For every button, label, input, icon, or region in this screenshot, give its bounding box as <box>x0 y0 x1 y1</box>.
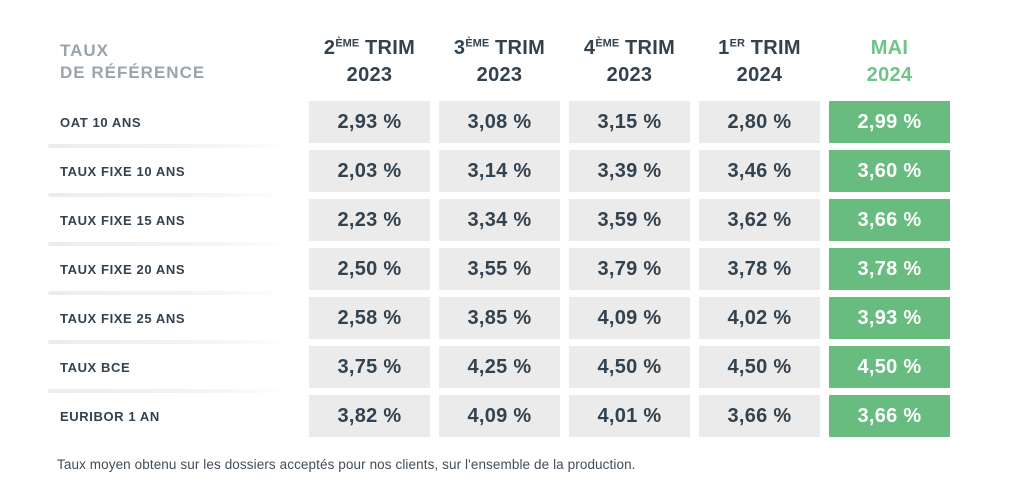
value-cell: 3,93 % <box>829 297 950 339</box>
value-cell: 3,79 % <box>569 248 690 290</box>
row-label: OAT 10 ANS <box>60 114 142 130</box>
value-cell: 3,46 % <box>699 150 820 192</box>
value-cell: 4,01 % <box>569 395 690 437</box>
row-label: TAUX FIXE 15 ANS <box>48 193 300 241</box>
column-header-line1: 1ER TRIM <box>718 37 801 59</box>
column-header-line1: MAI <box>870 37 909 59</box>
value-cell: 4,25 % <box>439 346 560 388</box>
value-cell: 2,93 % <box>309 101 430 143</box>
value-cell: 2,58 % <box>309 297 430 339</box>
row-label: EURIBOR 1 AN <box>48 389 300 437</box>
value-cell: 3,82 % <box>309 395 430 437</box>
row-label: TAUX FIXE 20 ANS <box>48 242 300 290</box>
value-cell: 3,66 % <box>699 395 820 437</box>
value-cell: 4,02 % <box>699 297 820 339</box>
value-cell: 3,14 % <box>439 150 560 192</box>
value-cell: 4,50 % <box>699 346 820 388</box>
value-cell: 2,50 % <box>309 248 430 290</box>
value-cell: 3,78 % <box>829 248 950 290</box>
table-title: TAUX DE RÉFÉRENCE <box>48 30 300 94</box>
column-header-42023: 4ÈME TRIM 2023 <box>569 30 690 94</box>
column-header-line1: 3ÈME TRIM <box>453 37 546 59</box>
value-cell: 3,78 % <box>699 248 820 290</box>
rates-table: TAUX DE RÉFÉRENCE 2ÈME TRIM 2023 3ÈME TRIM… <box>48 30 950 437</box>
value-cell: 3,39 % <box>569 150 690 192</box>
column-header-12024: 1ER TRIM 2024 <box>699 30 820 94</box>
value-cell: 4,09 % <box>439 395 560 437</box>
value-cell: 3,08 % <box>439 101 560 143</box>
table-title-line1: TAUX <box>60 41 110 61</box>
column-header-year: 2023 <box>606 64 653 86</box>
value-cell: 3,85 % <box>439 297 560 339</box>
value-cell: 2,99 % <box>829 101 950 143</box>
column-header-32023: 3ÈME TRIM 2023 <box>439 30 560 94</box>
column-header-year: 2023 <box>476 64 523 86</box>
value-cell: 4,50 % <box>829 346 950 388</box>
row-label: TAUX FIXE 25 ANS <box>48 291 300 339</box>
value-cell: 3,60 % <box>829 150 950 192</box>
row-label: TAUX BCE <box>48 340 300 388</box>
value-cell: 2,03 % <box>309 150 430 192</box>
value-cell: 3,62 % <box>699 199 820 241</box>
value-cell: 3,66 % <box>829 395 950 437</box>
footnote: Taux moyen obtenu sur les dossiers accep… <box>57 457 636 472</box>
value-cell: 3,55 % <box>439 248 560 290</box>
column-header-mai2024: MAI 2024 <box>829 30 950 94</box>
value-cell: 2,80 % <box>699 101 820 143</box>
value-cell: 3,59 % <box>569 199 690 241</box>
row-label: TAUX FIXE 10 ANS <box>48 144 300 192</box>
table-title-line2: DE RÉFÉRENCE <box>60 63 206 82</box>
column-header-year: 2023 <box>346 64 393 86</box>
column-header-year: 2024 <box>736 64 783 86</box>
value-cell: 4,50 % <box>569 346 690 388</box>
value-cell: 3,75 % <box>309 346 430 388</box>
value-cell: 4,09 % <box>569 297 690 339</box>
value-cell: 3,66 % <box>829 199 950 241</box>
column-header-22023: 2ÈME TRIM 2023 <box>309 30 430 94</box>
value-cell: 3,15 % <box>569 101 690 143</box>
column-header-line1: 2ÈME TRIM <box>323 37 416 59</box>
value-cell: 2,23 % <box>309 199 430 241</box>
value-cell: 3,34 % <box>439 199 560 241</box>
column-header-line1: 4ÈME TRIM <box>583 37 676 59</box>
column-header-year: 2024 <box>866 64 913 86</box>
